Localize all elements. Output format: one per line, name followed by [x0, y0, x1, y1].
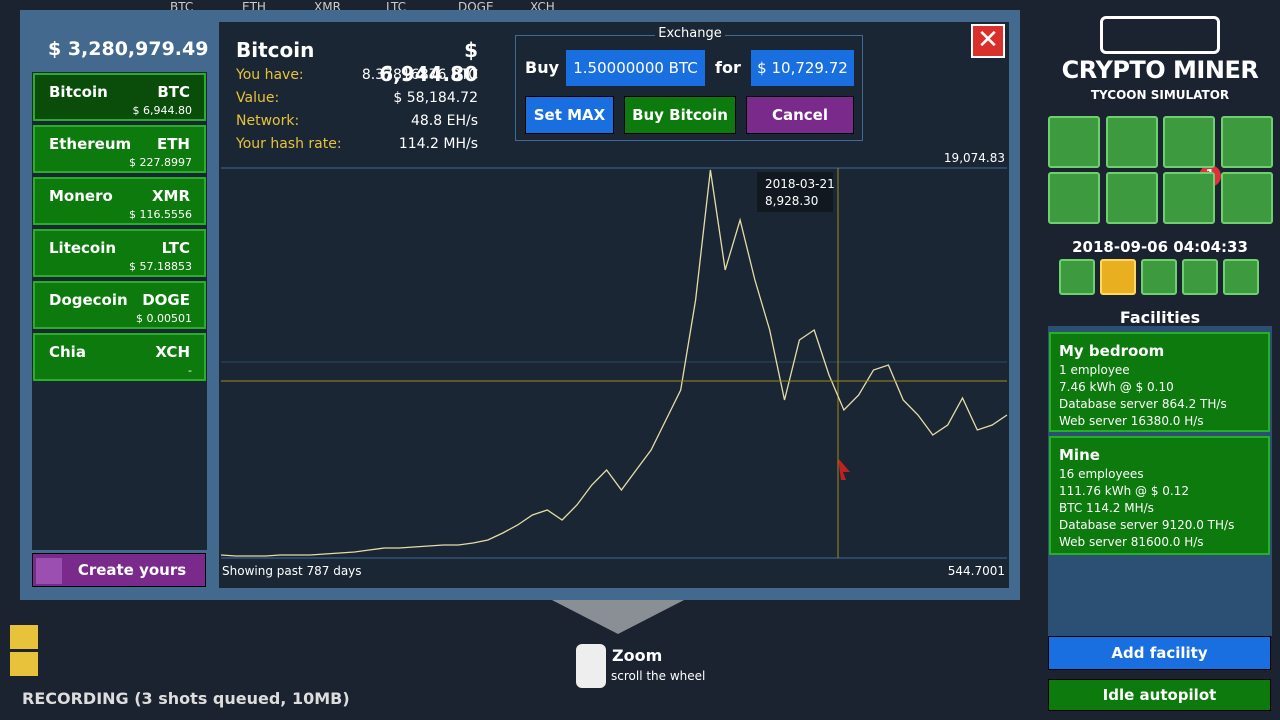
stat-value: $ 58,184.72 [393, 90, 478, 106]
menu-button[interactable] [1048, 172, 1100, 224]
facility-card[interactable]: Mine 16 employees 111.76 kWh @ $ 0.12 BTC 1… [1049, 436, 1270, 555]
facilities-title: Facilities [1119, 308, 1201, 327]
facility-line: 111.76 kWh @ $ 0.12 [1059, 484, 1190, 498]
facility-card[interactable]: My bedroom 1 employee 7.46 kWh @ $ 0.10 Dat… [1049, 332, 1270, 432]
speed-button[interactable] [1100, 259, 1136, 295]
coin-name: Monero [49, 187, 113, 205]
coin-price: $ 227.8997 [129, 156, 192, 169]
coin-price: - [188, 364, 192, 377]
coin-row[interactable]: Chia XCH - [33, 333, 206, 381]
cost-input[interactable]: $ 10,729.72 [751, 50, 854, 86]
cancel-button[interactable]: Cancel [746, 96, 854, 134]
min-label: 544.7001 [948, 564, 1005, 578]
coin-name: Bitcoin [49, 83, 108, 101]
coin-name: Ethereum [49, 135, 132, 153]
amount-input[interactable]: 1.50000000 BTC [566, 50, 705, 86]
add-facility-button[interactable]: Add facility [1048, 636, 1271, 670]
tool-button[interactable] [10, 652, 38, 676]
coin-row[interactable]: Monero XMR $ 116.5556 [33, 177, 206, 225]
menu-button[interactable] [1105, 172, 1158, 224]
menu-button[interactable] [1220, 172, 1273, 224]
mouse-icon [576, 644, 606, 688]
coin-name: Dogecoin [49, 291, 128, 309]
menu-button[interactable] [1163, 172, 1215, 224]
facility-name: Mine [1059, 446, 1100, 464]
recording-status: RECORDING (3 shots queued, 10MB) [22, 689, 350, 708]
logo-emblem [1100, 16, 1220, 54]
coin-name: Chia [49, 343, 86, 361]
coin-row[interactable]: Litecoin LTC $ 57.18853 [33, 229, 206, 277]
stat-label: Your hash rate: [236, 136, 342, 152]
logo: CRYPTO MINER [1061, 56, 1259, 84]
facility-name: My bedroom [1059, 342, 1165, 360]
coin-symbol: XCH [155, 343, 190, 361]
coin-price: $ 116.5556 [129, 208, 192, 221]
hint-title: Zoom [612, 646, 663, 665]
menu-button[interactable] [1105, 116, 1158, 168]
coin-symbol: LTC [161, 239, 190, 257]
facility-line: Web server 81600.0 H/s [1059, 535, 1204, 549]
speed-button[interactable] [1141, 259, 1177, 295]
close-button[interactable]: ✕ [971, 24, 1005, 58]
facility-line: Database server 864.2 TH/s [1059, 397, 1227, 411]
facility-line: 7.46 kWh @ $ 0.10 [1059, 380, 1174, 394]
main-panel [219, 22, 1009, 588]
balance: $ 3,280,979.49 [48, 38, 209, 60]
tooltip-box [757, 172, 833, 212]
for-label: for [715, 58, 741, 77]
facility-line: 16 employees [1059, 467, 1144, 481]
coin-symbol: BTC [157, 83, 190, 101]
speed-button[interactable] [1223, 259, 1259, 295]
stat-value: 114.2 MH/s [398, 136, 478, 152]
stat-label: Value: [236, 90, 280, 106]
tooltip-date: 2018-03-21 [765, 177, 835, 191]
coin-row[interactable]: Bitcoin BTC $ 6,944.80 [33, 73, 206, 121]
coin-name: Bitcoin [236, 38, 315, 62]
menu-button[interactable] [1220, 116, 1273, 168]
coin-price: $ 6,944.80 [379, 38, 478, 86]
speed-button[interactable] [1059, 259, 1095, 295]
set-max-button[interactable]: Set MAX [525, 96, 614, 134]
logo-subtitle: TYCOON SIMULATOR [1090, 88, 1230, 102]
menu-button[interactable] [1048, 116, 1100, 168]
coin-name: Litecoin [49, 239, 117, 257]
stat-label: You have: [236, 67, 304, 83]
chart-footer: Showing past 787 days [222, 564, 362, 578]
tooltip-price: 8,928.30 [765, 194, 818, 208]
buy-label: Buy [525, 58, 560, 77]
coin-row[interactable]: Dogecoin DOGE $ 0.00501 [33, 281, 206, 329]
menu-button[interactable] [1163, 116, 1215, 168]
facility-line: Web server 16380.0 H/s [1059, 414, 1204, 428]
speed-button[interactable] [1182, 259, 1218, 295]
stat-label: Network: [236, 113, 300, 129]
facility-line: Database server 9120.0 TH/s [1059, 518, 1235, 532]
datetime: 2018-09-06 04:04:33 [1072, 238, 1248, 256]
coin-row[interactable]: Ethereum ETH $ 227.8997 [33, 125, 206, 173]
price-line [220, 169, 1008, 557]
cursor [838, 458, 850, 480]
plus-icon [36, 558, 62, 584]
exchange-title: Exchange [655, 26, 725, 41]
hint-text: scroll the wheel [611, 669, 706, 683]
coin-symbol: DOGE [142, 291, 190, 309]
max-label: 19,074.83 [944, 151, 1005, 165]
coin-price: $ 6,944.80 [132, 104, 192, 117]
tool-button[interactable] [10, 625, 38, 649]
facility-line: BTC 114.2 MH/s [1059, 501, 1154, 515]
stat-value: 8.37816876 BTC [361, 67, 478, 83]
idle-autopilot-button[interactable]: Idle autopilot [1048, 679, 1271, 711]
buy-button[interactable]: Buy Bitcoin [624, 96, 736, 134]
facility-line: 1 employee [1059, 363, 1130, 377]
coin-symbol: XMR [151, 187, 190, 205]
stat-value: 48.8 EH/s [410, 113, 478, 129]
coin-symbol: ETH [156, 135, 190, 153]
coin-price: $ 57.18853 [129, 260, 192, 273]
coin-price: $ 0.00501 [136, 312, 192, 325]
